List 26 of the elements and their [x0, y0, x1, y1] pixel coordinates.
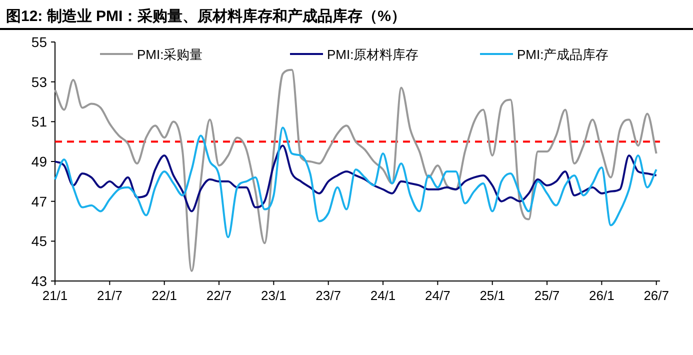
- x-tick-label: 21/1: [42, 288, 68, 303]
- x-tick-label: 23/7: [316, 288, 341, 303]
- x-tick-label: 24/7: [425, 288, 450, 303]
- legend-label: PMI:采购量: [137, 47, 203, 62]
- x-tick-label: 25/7: [534, 288, 560, 303]
- legend-label: PMI:原材料库存: [327, 47, 419, 62]
- x-tick-label: 25/1: [480, 288, 506, 303]
- line-series: [54, 126, 658, 238]
- x-tick-label: 22/1: [152, 288, 177, 303]
- y-tick-label: 53: [31, 74, 48, 90]
- line-series: [54, 68, 658, 272]
- x-tick-label: 21/7: [97, 288, 122, 303]
- x-tick-label: 23/1: [261, 288, 286, 303]
- y-tick-label: 45: [31, 233, 48, 250]
- y-tick-label: 43: [31, 273, 48, 289]
- x-tick-label: 24/1: [370, 288, 396, 303]
- y-tick-label: 47: [31, 193, 48, 210]
- x-tick-label: 26/1: [589, 288, 614, 303]
- y-tick-label: 51: [31, 114, 48, 130]
- x-tick-label: 26/7: [644, 288, 670, 303]
- x-tick-label: 22/7: [206, 288, 232, 303]
- line-series: [54, 144, 658, 212]
- legend-label: PMI:产成品库存: [517, 47, 609, 62]
- y-tick-label: 49: [31, 154, 48, 170]
- chart-title: 图12: 制造业 PMI：采购量、原材料库存和产成品库存（%）: [6, 7, 406, 25]
- y-tick-label: 55: [31, 34, 48, 50]
